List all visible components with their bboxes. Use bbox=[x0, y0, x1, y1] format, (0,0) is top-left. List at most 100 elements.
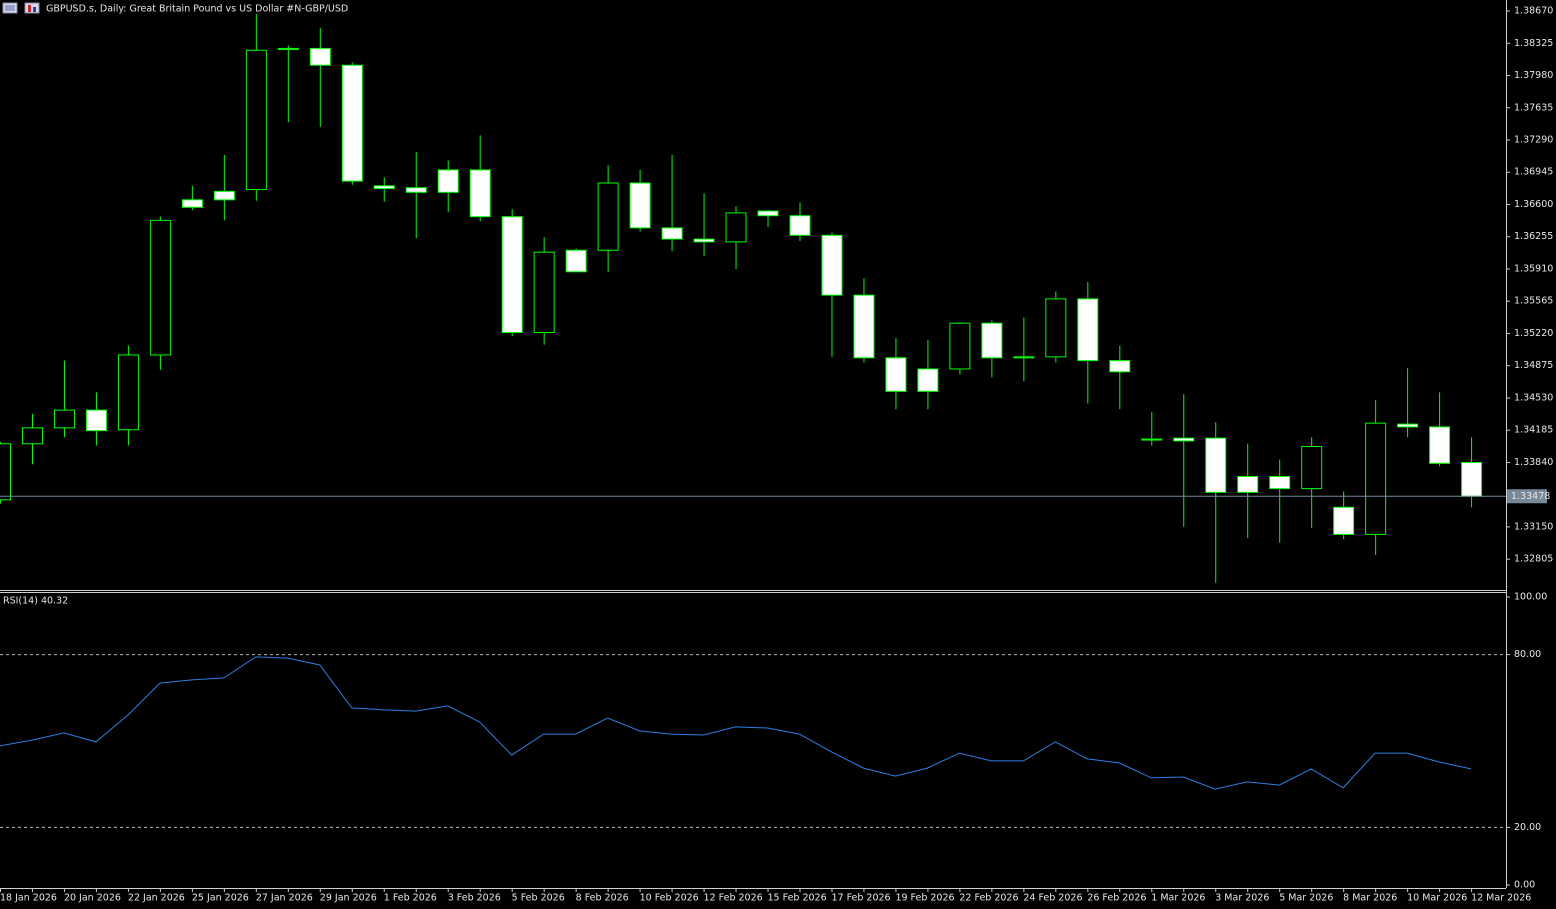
candle-body bbox=[469, 169, 491, 218]
x-tick-label: 8 Feb 2026 bbox=[576, 893, 629, 904]
candle-body bbox=[245, 49, 267, 191]
candle-body bbox=[661, 227, 683, 240]
candle-body bbox=[53, 409, 75, 429]
candle-body bbox=[1173, 437, 1195, 442]
candle-body bbox=[1077, 298, 1099, 362]
x-tick-label: 3 Mar 2026 bbox=[1215, 893, 1269, 904]
candle-body bbox=[1365, 422, 1387, 535]
candle-body bbox=[1237, 475, 1259, 493]
x-tick-label: 1 Mar 2026 bbox=[1151, 893, 1205, 904]
candle-body bbox=[981, 322, 1003, 359]
y-tick-label: 1.35220 bbox=[1514, 328, 1553, 339]
y-tick-label: 1.37980 bbox=[1514, 70, 1553, 81]
x-tick-label: 20 Jan 2026 bbox=[64, 893, 121, 904]
y-tick-label: 1.33150 bbox=[1514, 521, 1553, 532]
symbol-icons bbox=[2, 2, 40, 14]
candle-body bbox=[1333, 506, 1355, 535]
candle-body bbox=[1429, 426, 1451, 464]
x-tick-label: 8 Mar 2026 bbox=[1343, 893, 1397, 904]
candle-body bbox=[1141, 438, 1163, 441]
y-tick-label: 1.34185 bbox=[1514, 425, 1553, 436]
y-tick-label: 1.36255 bbox=[1514, 231, 1553, 242]
y-tick-label: 1.34875 bbox=[1514, 360, 1553, 371]
candle-body bbox=[1205, 437, 1227, 493]
candle-body bbox=[1301, 446, 1323, 490]
y-tick-label: 1.36600 bbox=[1514, 199, 1553, 210]
candle-body bbox=[789, 215, 811, 236]
candle-body bbox=[405, 187, 427, 193]
y-tick-label: 1.35910 bbox=[1514, 263, 1553, 274]
y-tick-label: 1.37290 bbox=[1514, 135, 1553, 146]
candle-body bbox=[1045, 298, 1067, 358]
x-tick-label: 29 Jan 2026 bbox=[320, 893, 377, 904]
y-tick-label: 1.37635 bbox=[1514, 102, 1553, 113]
candle-body bbox=[597, 182, 619, 251]
candle-body bbox=[85, 409, 107, 432]
y-tick-label: 1.38325 bbox=[1514, 38, 1553, 49]
x-tick-label: 5 Feb 2026 bbox=[512, 893, 565, 904]
x-tick-label: 1 Feb 2026 bbox=[384, 893, 437, 904]
candle-body bbox=[309, 47, 331, 66]
candle-body bbox=[949, 322, 971, 370]
x-tick-label: 3 Feb 2026 bbox=[448, 893, 501, 904]
y-tick-label: 1.32805 bbox=[1514, 554, 1553, 565]
x-tick-label: 22 Feb 2026 bbox=[959, 893, 1018, 904]
chart-title: GBPUSD.s, Daily: Great Britain Pound vs … bbox=[46, 4, 348, 15]
candle-body bbox=[213, 190, 235, 201]
candle-body bbox=[437, 169, 459, 193]
x-tick-label: 26 Feb 2026 bbox=[1087, 893, 1146, 904]
indicator-title: RSI(14) 40.32 bbox=[3, 596, 68, 607]
candle-body bbox=[725, 212, 747, 243]
x-tick-label: 22 Jan 2026 bbox=[128, 893, 185, 904]
y-tick-label: 1.38670 bbox=[1514, 6, 1553, 17]
x-tick-label: 12 Feb 2026 bbox=[704, 893, 763, 904]
y-tick-label: 1.35565 bbox=[1514, 296, 1553, 307]
y-tick-label: 1.36945 bbox=[1514, 167, 1553, 178]
candle-body bbox=[501, 216, 523, 334]
candle-body bbox=[821, 234, 843, 296]
x-tick-label: 25 Jan 2026 bbox=[192, 893, 249, 904]
x-tick-label: 17 Feb 2026 bbox=[831, 893, 890, 904]
x-tick-label: 18 Jan 2026 bbox=[0, 893, 57, 904]
candle-body bbox=[0, 443, 11, 501]
y-tick-label: 100.00 bbox=[1514, 592, 1547, 603]
candle-body bbox=[693, 238, 715, 243]
candle-body bbox=[853, 294, 875, 359]
candle-body bbox=[917, 368, 939, 392]
candle-body bbox=[533, 251, 555, 334]
candle-body bbox=[1109, 360, 1131, 373]
y-tick-label: 80.00 bbox=[1514, 649, 1541, 660]
candle-body bbox=[341, 64, 363, 182]
candle-body bbox=[629, 182, 651, 229]
candle-body bbox=[181, 199, 203, 208]
candle-body bbox=[885, 357, 907, 392]
x-tick-label: 5 Mar 2026 bbox=[1279, 893, 1333, 904]
x-tick-label: 27 Jan 2026 bbox=[256, 893, 313, 904]
candle-body bbox=[1397, 423, 1419, 428]
candle-body bbox=[373, 185, 395, 190]
x-tick-label: 15 Feb 2026 bbox=[768, 893, 827, 904]
y-tick-label: 0.00 bbox=[1514, 880, 1535, 891]
candle-body bbox=[117, 354, 139, 431]
x-tick-label: 10 Mar 2026 bbox=[1407, 893, 1467, 904]
x-tick-label: 19 Feb 2026 bbox=[895, 893, 954, 904]
candle-body bbox=[1013, 356, 1035, 359]
candle-body bbox=[21, 427, 43, 445]
candle-body bbox=[1269, 475, 1291, 490]
last-price-label: 1.33478 bbox=[1511, 491, 1550, 502]
y-tick-label: 1.34530 bbox=[1514, 392, 1553, 403]
candle-body bbox=[1461, 461, 1483, 497]
candle-body bbox=[149, 219, 171, 356]
candle-body bbox=[277, 47, 299, 50]
x-tick-label: 10 Feb 2026 bbox=[640, 893, 699, 904]
rsi-line bbox=[0, 656, 1472, 790]
x-tick-label: 12 Mar 2026 bbox=[1471, 893, 1531, 904]
candle-body bbox=[757, 210, 779, 217]
y-tick-label: 20.00 bbox=[1514, 822, 1541, 833]
last-price-box bbox=[1507, 489, 1547, 504]
candle-body bbox=[565, 249, 587, 273]
x-tick-label: 24 Feb 2026 bbox=[1023, 893, 1082, 904]
